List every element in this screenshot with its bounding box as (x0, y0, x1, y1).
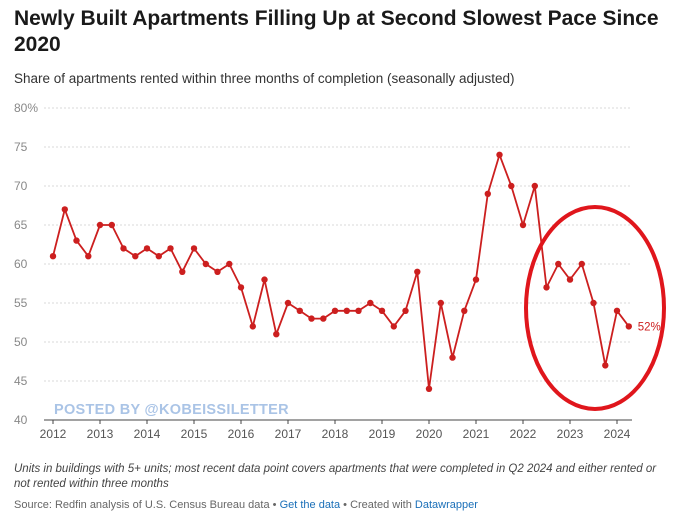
x-tick-label: 2021 (463, 427, 490, 441)
chart-notes: Units in buildings with 5+ units; most r… (14, 463, 657, 490)
data-point (155, 253, 162, 260)
data-point (484, 190, 491, 197)
data-point (414, 268, 421, 275)
data-point (226, 260, 233, 268)
x-tick-label: 2017 (275, 427, 302, 441)
highlight-circle (524, 205, 666, 411)
y-tick-label: 45 (14, 374, 28, 388)
data-point (590, 299, 597, 307)
source-separator: • (269, 499, 280, 511)
data-point (261, 276, 268, 283)
data-point (73, 237, 80, 244)
data-point (531, 182, 538, 190)
y-axis: 40 45 50 55 60 65 70 75 80% (14, 101, 38, 427)
source-line: Source: Redfin analysis of U.S. Census B… (14, 499, 478, 511)
data-point (143, 245, 151, 252)
data-point (61, 206, 68, 213)
data-point (284, 299, 292, 307)
data-point (320, 315, 327, 322)
x-axis: 2012 2013 2014 2015 2016 2017 2018 2019 2020 2021… (40, 420, 631, 441)
y-tick-label: 50 (14, 335, 28, 349)
y-tick-label: 55 (14, 296, 28, 310)
data-point (578, 260, 585, 268)
data-point (449, 354, 456, 361)
x-tick-label: 2018 (322, 427, 349, 441)
y-tick-label: 40 (14, 413, 28, 427)
y-tick-label: 75 (14, 140, 28, 154)
data-point (167, 245, 174, 252)
line-chart: 40 45 50 55 60 65 70 75 80% 2012 2013 2014 2015 2016… (14, 101, 666, 441)
x-tick-label: 2016 (228, 427, 255, 441)
end-value-label: 52% (638, 321, 661, 333)
x-tick-label: 2014 (134, 427, 161, 441)
data-point (249, 323, 256, 330)
data-point (437, 299, 444, 307)
data-point (214, 268, 221, 275)
data-point (49, 253, 57, 260)
data-point (461, 307, 468, 314)
data-point (402, 307, 409, 314)
x-tick-label: 2023 (557, 427, 584, 441)
x-tick-label: 2015 (181, 427, 208, 441)
data-point (613, 307, 621, 314)
watermark-text: POSTED BY @KOBEISSILETTER (54, 402, 289, 418)
data-point (625, 323, 632, 330)
created-with-text: • Created with (340, 499, 415, 511)
data-point (132, 253, 139, 260)
series-line (52, 153, 630, 390)
data-point (390, 323, 397, 330)
data-point (308, 315, 315, 322)
data-point (508, 182, 515, 190)
data-point (179, 268, 186, 275)
y-tick-label: 80% (14, 101, 38, 115)
x-tick-label: 2020 (416, 427, 443, 441)
data-point (237, 284, 245, 291)
x-tick-label: 2013 (87, 427, 114, 441)
source-text: Source: Redfin analysis of U.S. Census B… (14, 499, 270, 511)
data-point (120, 245, 127, 252)
data-point (108, 221, 116, 229)
data-point (331, 307, 339, 314)
data-point (367, 299, 374, 307)
data-point (602, 362, 609, 369)
get-data-link[interactable]: Get the data (279, 499, 341, 511)
x-tick-label: 2012 (40, 427, 67, 441)
x-tick-label: 2024 (604, 427, 631, 441)
data-point (496, 151, 503, 158)
y-tick-label: 70 (14, 179, 28, 193)
data-point (472, 276, 480, 283)
chart-title: Newly Built Apartments Filling Up at Sec… (14, 7, 659, 56)
data-point (519, 221, 527, 229)
x-tick-label: 2022 (510, 427, 537, 441)
data-point (555, 260, 562, 268)
x-tick-label: 2019 (369, 427, 396, 441)
data-point (96, 221, 104, 229)
data-point (566, 276, 574, 283)
data-point (378, 307, 386, 314)
data-point (273, 331, 280, 338)
data-point (425, 385, 433, 392)
data-point (355, 307, 362, 314)
data-point (543, 284, 550, 291)
data-point (202, 260, 209, 268)
chart-subtitle: Share of apartments rented within three … (14, 71, 515, 86)
data-point (190, 245, 198, 252)
datawrapper-link[interactable]: Datawrapper (414, 499, 478, 511)
data-point (343, 307, 350, 314)
data-point (296, 307, 303, 314)
data-points (49, 151, 632, 392)
data-point (85, 253, 92, 260)
y-tick-label: 65 (14, 218, 28, 232)
y-tick-label: 60 (14, 257, 28, 271)
